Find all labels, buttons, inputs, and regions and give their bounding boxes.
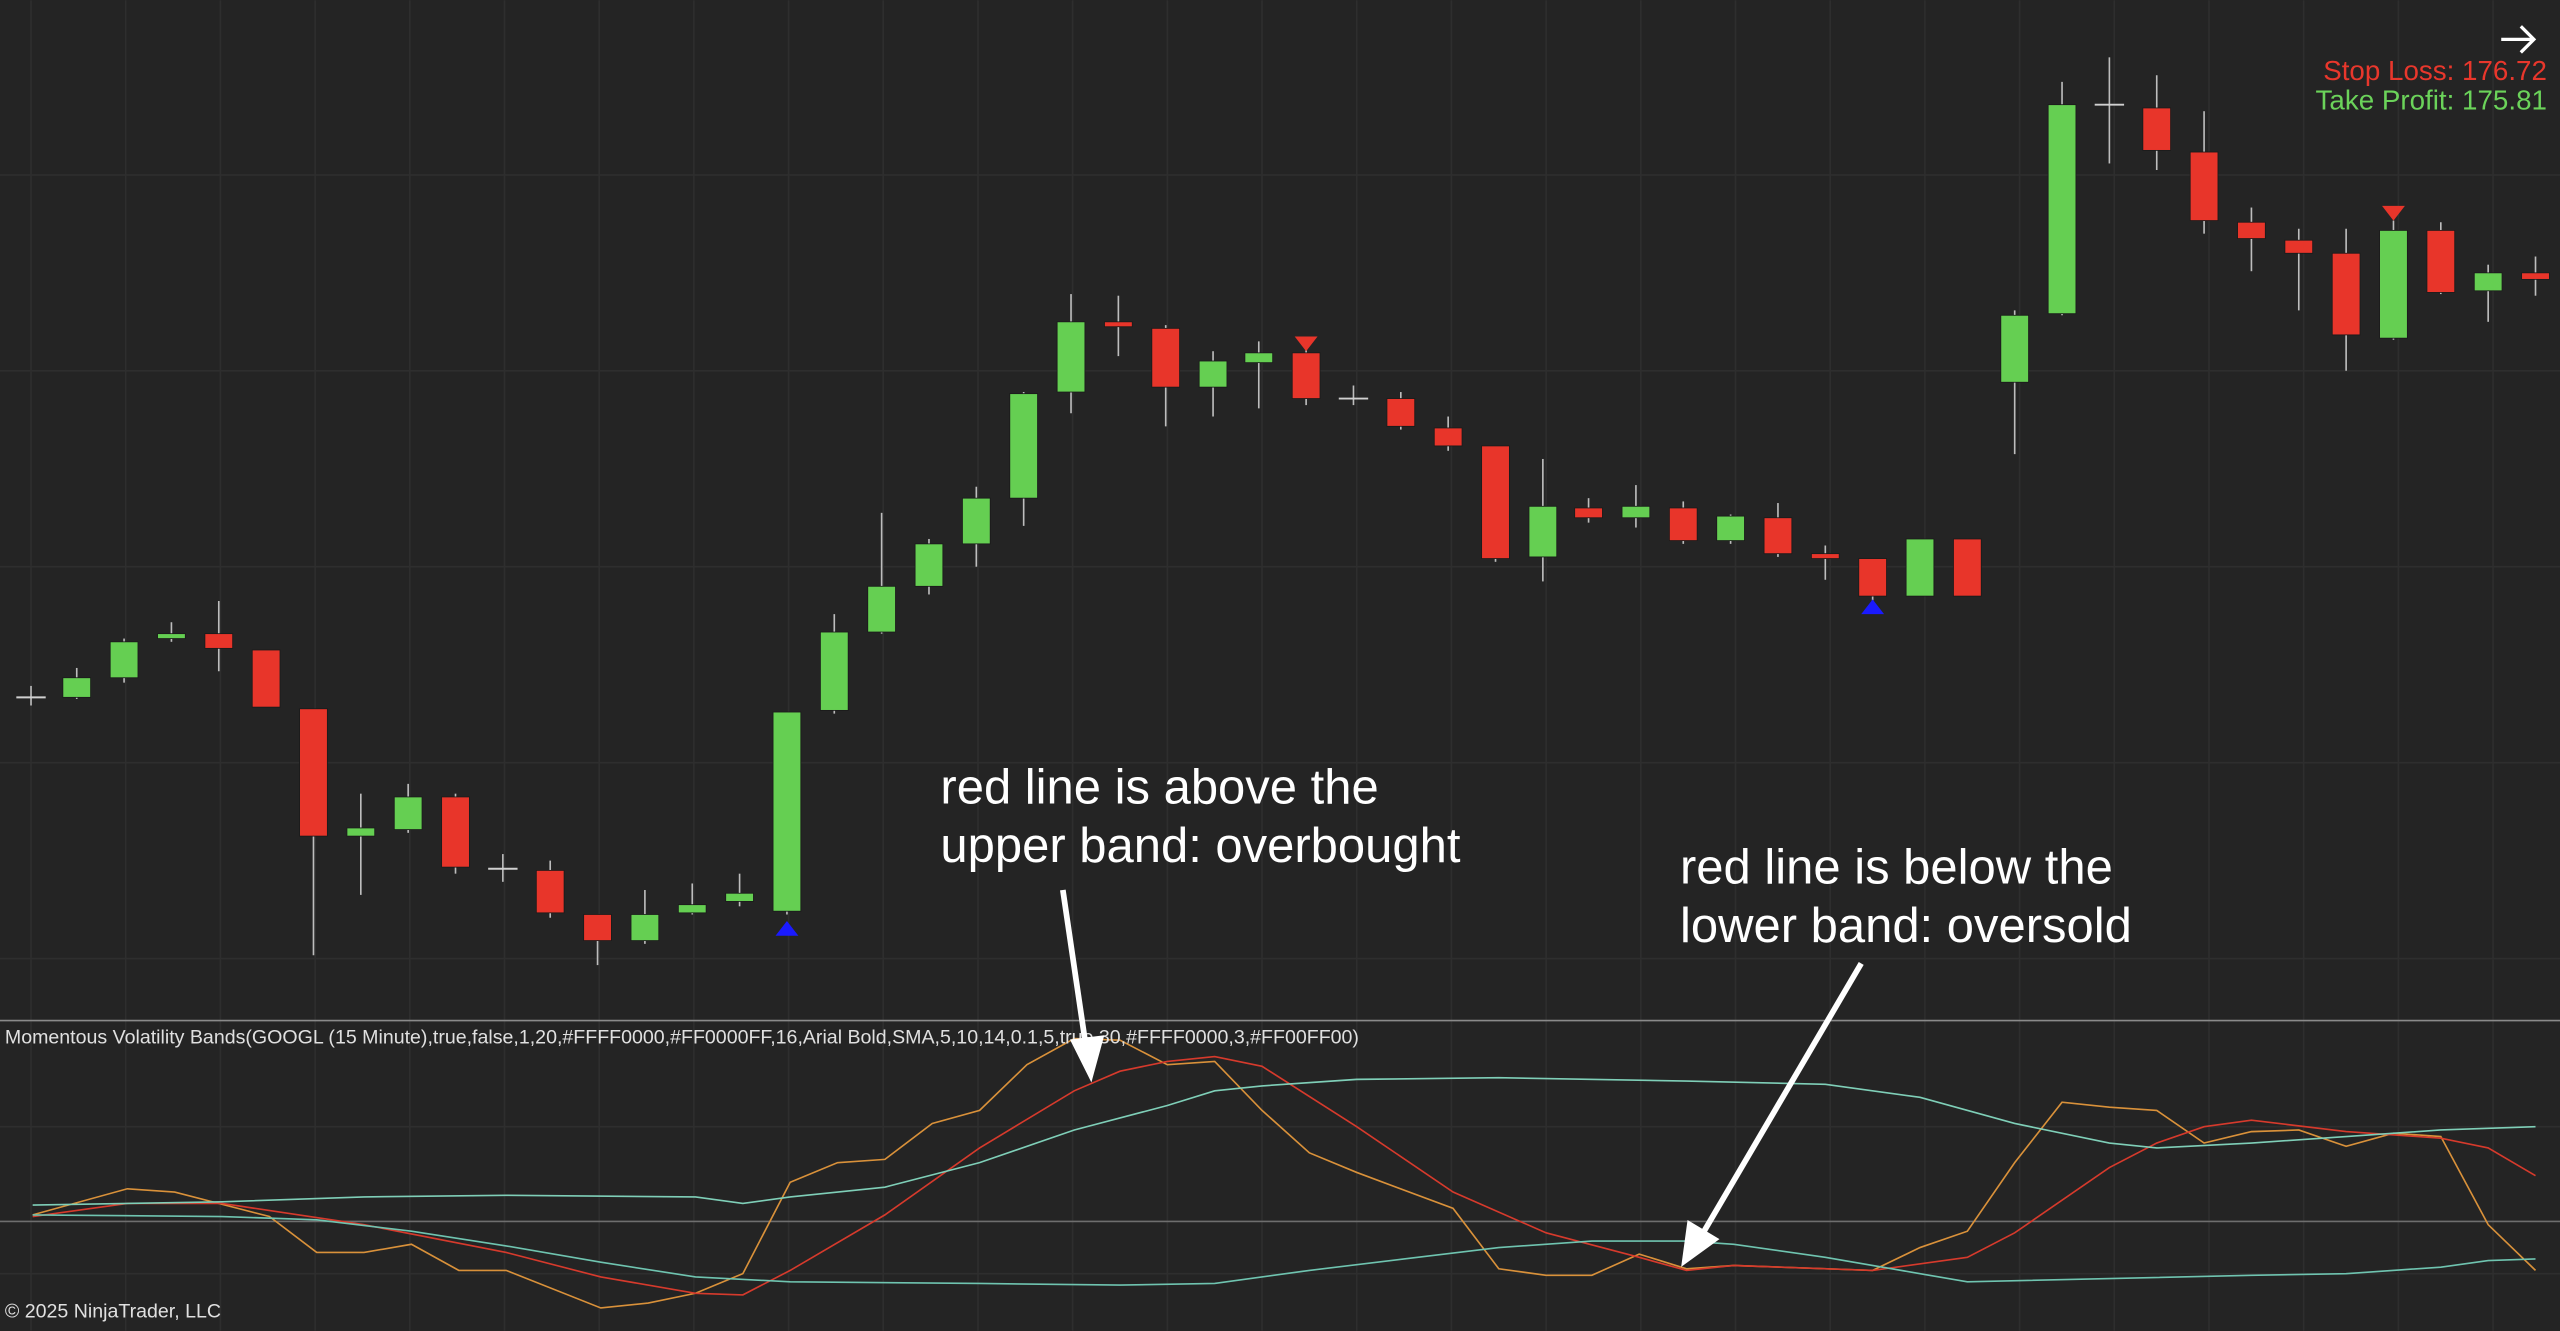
candle-body — [1386, 398, 1416, 427]
indicator-line — [32, 1076, 2536, 1206]
indicator-label: Momentous Volatility Bands(GOOGL (15 Min… — [5, 1026, 1359, 1048]
candle-body — [535, 869, 565, 914]
arrow-shaft — [1060, 889, 1089, 1046]
arrow-head — [1069, 1035, 1105, 1083]
candle-body — [820, 631, 849, 711]
candle-body — [1668, 507, 1698, 542]
candle-body — [346, 827, 376, 837]
candle-body — [583, 914, 612, 942]
candle-body — [1433, 427, 1463, 447]
candle-body — [157, 633, 186, 639]
indicator-lines — [32, 1037, 2537, 1309]
candle-body — [2189, 151, 2219, 222]
indicator-line — [32, 1214, 2536, 1286]
candle-body — [1104, 321, 1133, 328]
candle-body — [1811, 553, 1840, 559]
indicator-line — [32, 1037, 2537, 1309]
candle-body — [1056, 321, 1086, 393]
candle-body — [1905, 538, 1935, 597]
signal-marker — [1861, 599, 1885, 615]
copyright: © 2025 NinjaTrader, LLC — [5, 1301, 221, 1323]
candle-body — [962, 497, 991, 545]
candle-body — [1151, 327, 1180, 388]
price-candles — [16, 57, 2550, 966]
candle-body — [1621, 505, 1651, 519]
candle-body — [1244, 352, 1274, 364]
candle-body — [914, 543, 944, 587]
candle-body — [2331, 252, 2361, 336]
candle-body — [677, 904, 707, 914]
candle-body — [1528, 505, 1558, 558]
signal-marker — [775, 921, 799, 936]
candle-body — [1481, 445, 1510, 559]
signal-marker — [2382, 205, 2405, 221]
candle-body — [2426, 229, 2456, 293]
candle-body — [1763, 517, 1793, 555]
candle-body — [441, 796, 470, 868]
candle-body — [1574, 507, 1603, 519]
candle-body — [2284, 239, 2314, 254]
candle-body — [393, 796, 423, 830]
annotation-line: red line is above the — [940, 760, 1378, 814]
candle-body — [867, 585, 896, 633]
candle-body — [630, 914, 660, 942]
candle-body — [1953, 538, 1982, 597]
candle-body — [2379, 229, 2408, 339]
annotation-arrows — [1060, 889, 1864, 1267]
candle-body — [1291, 352, 1321, 399]
candle-body — [2047, 104, 2077, 315]
candle-body — [2473, 272, 2503, 292]
candle-body — [2237, 221, 2266, 239]
candle-body — [109, 641, 139, 679]
annotation-line: red line is below the — [1680, 840, 2113, 894]
candle-body — [1009, 393, 1038, 499]
signal-marker — [1294, 336, 1318, 352]
arrow-head — [1681, 1220, 1720, 1267]
candle-body — [1858, 558, 1887, 597]
candle-body — [204, 633, 234, 649]
candle-body — [299, 708, 328, 837]
take-profit: Take Profit: 175.81 — [2316, 85, 2547, 116]
candle-body — [772, 711, 802, 912]
candle-body — [1198, 360, 1228, 388]
candle-body — [2142, 107, 2172, 151]
expand-arrow[interactable] — [2501, 25, 2537, 54]
candle-body — [251, 649, 281, 708]
annotation-line: upper band: overbought — [940, 819, 1460, 873]
arrow-shaft — [1698, 962, 1864, 1238]
candle-body — [2000, 314, 2029, 383]
candle-body — [2521, 272, 2550, 280]
candle-body — [62, 677, 92, 698]
candle-body — [725, 892, 754, 902]
candle-body — [1716, 515, 1745, 542]
stop-loss: Stop Loss: 176.72 — [2323, 55, 2547, 86]
annotation-line: lower band: oversold — [1680, 899, 2132, 953]
indicator-line — [32, 1055, 2536, 1296]
